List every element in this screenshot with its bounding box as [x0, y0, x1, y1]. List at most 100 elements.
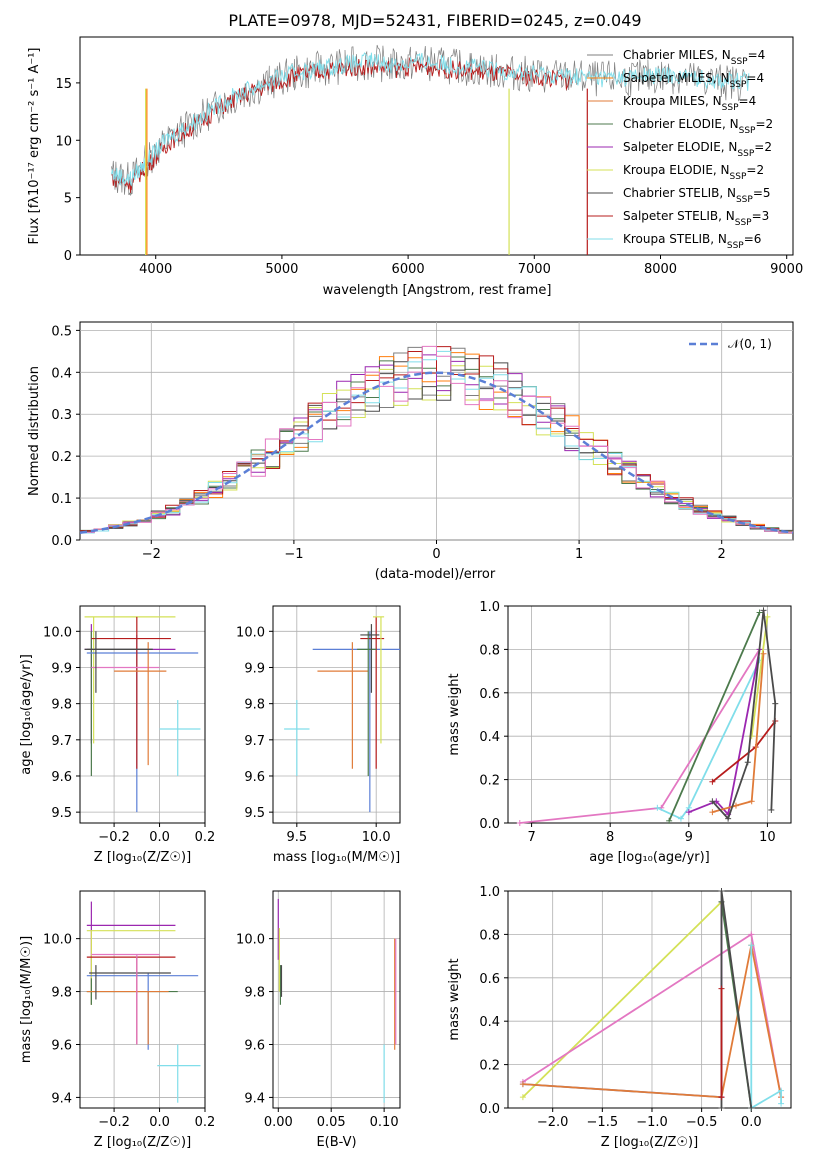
legend-label: Chabrier STELIB, NSSP=5 [623, 186, 771, 205]
spectrum-xtick-label: 4000 [139, 262, 172, 277]
z-mass-panel-xtick-label: −0.2 [98, 1115, 130, 1130]
spectrum-series-line [111, 52, 750, 187]
z-age-panel-xtick-label: 0.2 [195, 830, 216, 845]
mass-age-panel-xlabel: mass [log₁₀(M/M☉)] [273, 850, 400, 865]
residual-ytick-label: 0.4 [51, 366, 72, 381]
spectrum-legend: Chabrier MILES, NSSP=4 Salpeter MILES, NS… [587, 48, 773, 251]
residual-histogram [80, 345, 793, 533]
spectrum-ytick-label: 15 [55, 77, 72, 92]
normal-legend-label: 𝒩(0, 1) [728, 337, 772, 351]
z-weight-panel-xtick-label: −2.0 [537, 1115, 569, 1130]
z-mass-panel-ytick-label: 9.6 [51, 1038, 72, 1053]
age-weight-line [712, 653, 765, 814]
ebv-mass-panel-xlabel: E(B-V) [316, 1135, 356, 1150]
legend-label: Chabrier ELODIE, NSSP=2 [623, 117, 773, 136]
residual-xtick-label: −1 [284, 547, 303, 562]
residual-ytick-label: 0.5 [51, 324, 72, 339]
residual-xtick-label: 1 [575, 547, 583, 562]
z-age-panel-ytick-label: 9.6 [51, 770, 72, 785]
z-weight-panel-ytick-label: 0.0 [479, 1102, 500, 1117]
ebv-mass-panel-ytick-label: 9.8 [244, 986, 265, 1001]
spectrum-xtick-label: 7000 [518, 262, 551, 277]
age-weight-panel-ytick-label: 0.6 [479, 687, 500, 702]
z-weight-line [522, 901, 723, 1098]
age-weight-panel-xtick-label: 8 [606, 830, 614, 845]
spectrum-xtick-label: 8000 [644, 262, 677, 277]
age-weight-line [750, 616, 769, 737]
spectrum-ylabel: Flux [fλ10⁻¹⁷ erg cm⁻² s⁻¹ A⁻¹] [27, 48, 42, 245]
legend-label: Kroupa MILES, NSSP=4 [623, 94, 756, 113]
ebv-mass-panel: 0.00 0.05 0.10 9.4 9.6 9.8 10.0 E(B-V) [236, 890, 401, 1150]
z-weight-panel-ytick-label: 0.4 [479, 1015, 500, 1030]
age-weight-panel-ytick-label: 0.8 [479, 643, 500, 658]
age-weight-line [668, 612, 761, 822]
z-age-panel-xtick-label: 0.0 [149, 830, 170, 845]
z-age-panel: −0.2 0.0 0.2 9.5 9.6 9.7 9.8 9.9 10.0 Z [log₁₀(Z/… [19, 605, 216, 865]
z-age-panel-ytick-label: 9.7 [51, 734, 72, 749]
ebv-mass-panel-ytick-label: 9.4 [244, 1091, 265, 1106]
z-age-panel-ylabel: age [log₁₀(age/yr)] [19, 654, 34, 775]
z-weight-line [522, 945, 782, 1099]
z-weight-panel-ylabel: mass weight [447, 958, 462, 1040]
residual-xtick-label: −2 [142, 547, 161, 562]
mass-age-panel-ytick-label: 9.8 [244, 698, 265, 713]
age-weight-panel-xtick-label: 9 [685, 830, 693, 845]
spectrum-ytick-label: 5 [64, 192, 72, 207]
residual-xtick-label: 0 [432, 547, 440, 562]
age-weight-panel-ytick-label: 0.0 [479, 817, 500, 832]
age-weight-panel-xlabel: age [log₁₀(age/yr)] [589, 850, 710, 865]
spectrum-xtick-label: 5000 [265, 262, 298, 277]
age-weight-line [711, 610, 777, 821]
z-mass-panel-ytick-label: 9.4 [51, 1091, 72, 1106]
mass-age-panel-ytick-label: 9.6 [244, 770, 265, 785]
mass-age-panel: 9.5 10.0 9.5 9.6 9.7 9.8 9.9 10.0 mass [log₁₀(M/… [236, 605, 401, 865]
age-weight-panel-ytick-label: 1.0 [479, 600, 500, 615]
z-mass-panel-xtick-label: 0.0 [149, 1115, 170, 1130]
z-mass-panel-frame [79, 890, 206, 1109]
ebv-mass-panel-ytick-label: 10.0 [236, 933, 265, 948]
residual-ylabel: Normed distribution [27, 366, 42, 496]
z-mass-panel-ytick-label: 10.0 [43, 933, 72, 948]
z-age-panel-ytick-label: 9.8 [51, 698, 72, 713]
legend-label: Kroupa STELIB, NSSP=6 [623, 232, 761, 251]
spectrum-ytick-label: 0 [64, 249, 72, 264]
residual-ytick-label: 0.0 [51, 534, 72, 549]
ebv-mass-panel-ytick-label: 9.6 [244, 1038, 265, 1053]
z-weight-panel-ytick-label: 1.0 [479, 885, 500, 900]
age-weight-panel-ytick-label: 0.4 [479, 730, 500, 745]
residual-panel: −2 −1 0 1 2 0.0 0.1 0.2 0.3 0.4 0.5 (data-model)/e… [27, 321, 794, 582]
spectrum-xlabel: wavelength [Angstrom, rest frame] [323, 283, 552, 298]
spectrum-xtick-label: 6000 [392, 262, 425, 277]
mass-age-panel-ytick-label: 9.9 [244, 661, 265, 676]
normal-curve [79, 371, 794, 534]
age-weight-panel-frame [507, 605, 792, 824]
ebv-mass-panel-frame [272, 890, 401, 1109]
z-mass-panel: −0.2 0.0 0.2 9.4 9.6 9.8 10.0 Z [log₁₀(Z/Z☉)] ma… [19, 890, 215, 1150]
age-weight-line [656, 659, 761, 820]
z-weight-line [750, 945, 782, 1110]
residual-xtick-label: 2 [718, 547, 726, 562]
residual-histogram [80, 358, 793, 532]
z-weight-panel-xtick-label: −1.5 [587, 1115, 619, 1130]
z-mass-panel-ylabel: mass [log₁₀(M/M☉)] [19, 936, 34, 1063]
age-weight-line [688, 649, 761, 817]
mass-age-panel-ytick-label: 9.7 [244, 734, 265, 749]
z-mass-panel-xlabel: Z [log₁₀(Z/Z☉)] [94, 1135, 191, 1150]
spectrum-panel: 4000 5000 6000 7000 8000 9000 0 5 10 15 wavelengt… [27, 36, 803, 298]
age-weight-panel-ylabel: mass weight [447, 673, 462, 755]
ebv-mass-panel-xtick-label: 0.05 [317, 1115, 346, 1130]
z-weight-panel: −2.0 −1.5 −1.0 −0.5 0.0 0.0 0.2 0.4 0.6 0.8 1.0 Z [… [447, 885, 792, 1150]
z-age-panel-xtick-label: −0.2 [98, 830, 130, 845]
z-weight-panel-ytick-label: 0.8 [479, 928, 500, 943]
z-age-panel-frame [79, 605, 206, 824]
z-weight-panel-xtick-label: −0.5 [686, 1115, 718, 1130]
mass-age-panel-xtick-label: 10.0 [362, 830, 391, 845]
z-weight-panel-xlabel: Z [log₁₀(Z/Z☉)] [601, 1135, 698, 1150]
legend-label: Salpeter STELIB, NSSP=3 [623, 209, 769, 228]
residual-xlabel: (data-model)/error [375, 567, 496, 582]
legend-label: Salpeter ELODIE, NSSP=2 [623, 140, 772, 159]
z-weight-panel-xtick-label: −1.0 [636, 1115, 668, 1130]
residual-ytick-label: 0.3 [51, 408, 72, 423]
mass-age-panel-frame [272, 605, 401, 824]
figure-title: PLATE=0978, MJD=52431, FIBERID=0245, z=0… [228, 11, 642, 30]
